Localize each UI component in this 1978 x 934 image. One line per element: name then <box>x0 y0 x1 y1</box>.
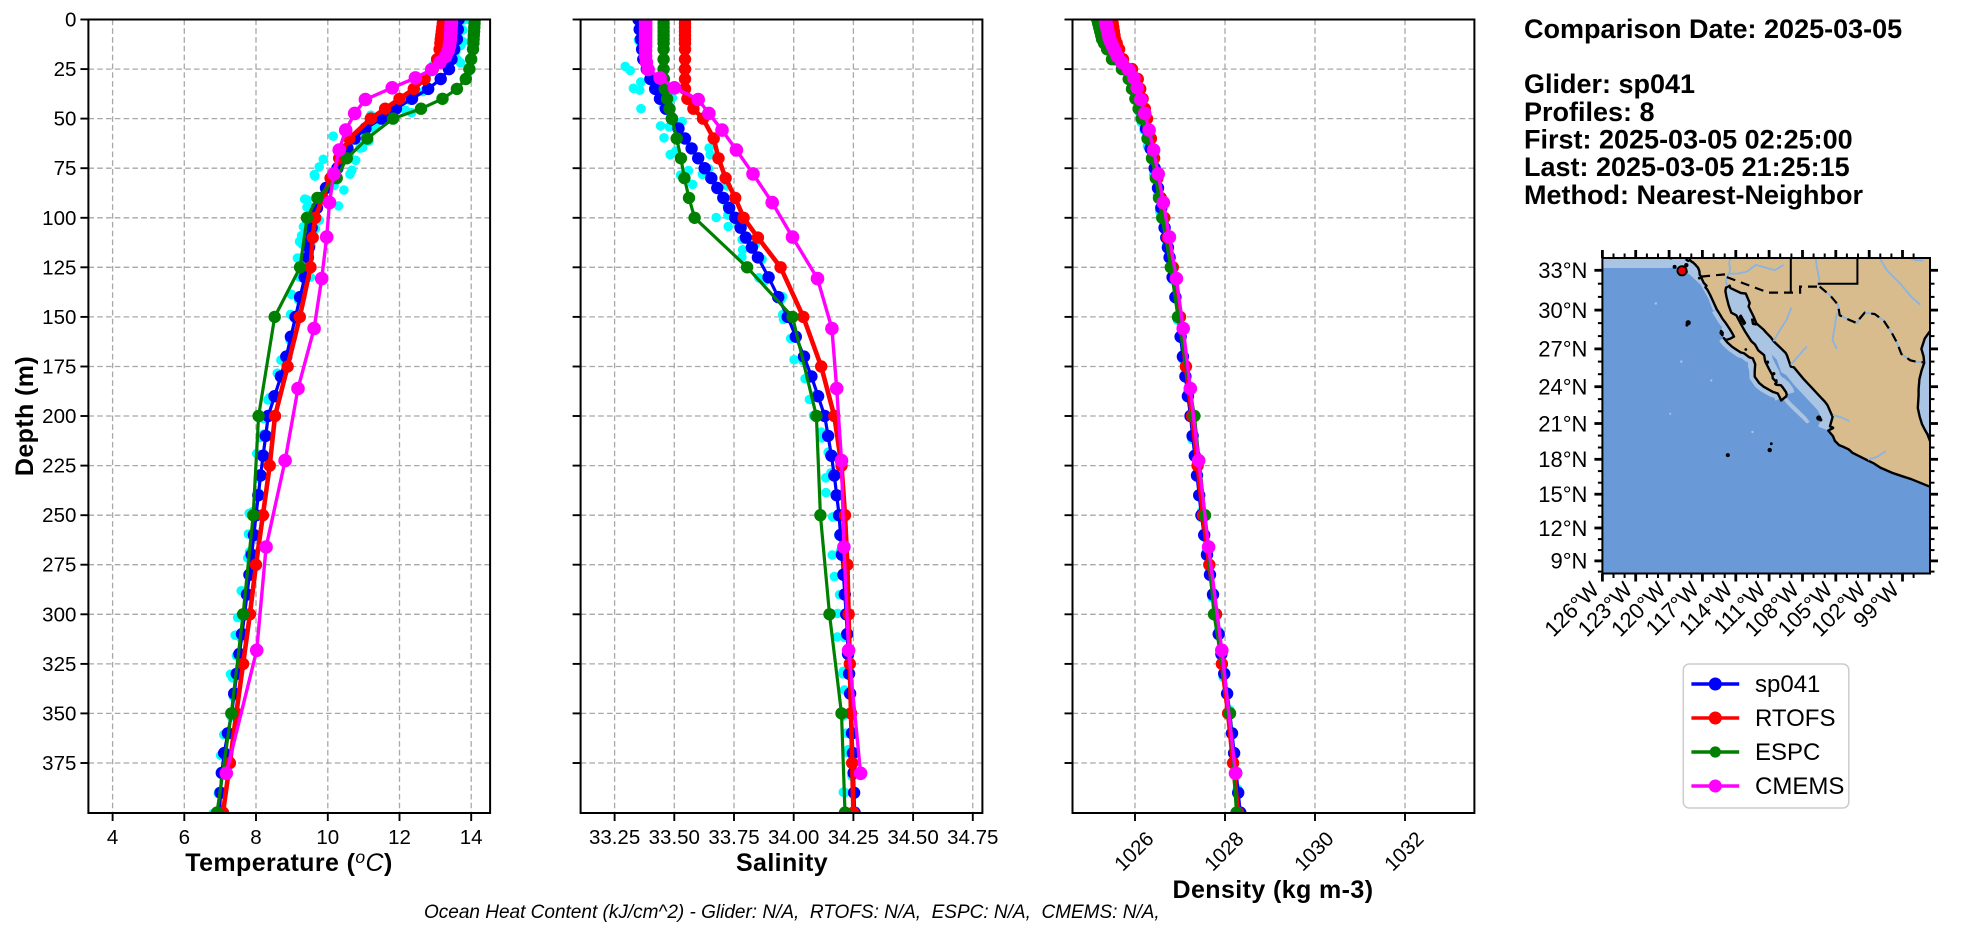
svg-text:21°N: 21°N <box>1538 411 1587 436</box>
svg-text:0: 0 <box>65 9 76 32</box>
svg-text:Last: 2025-03-05 21:25:15: Last: 2025-03-05 21:25:15 <box>1524 152 1850 182</box>
svg-text:175: 175 <box>42 356 76 379</box>
svg-text:75: 75 <box>54 157 77 180</box>
svg-text:9°N: 9°N <box>1550 549 1587 574</box>
svg-text:Profiles: 8: Profiles: 8 <box>1524 97 1655 127</box>
svg-text:34.25: 34.25 <box>828 826 879 849</box>
svg-text:33°N: 33°N <box>1538 258 1587 283</box>
svg-text:8: 8 <box>250 826 261 849</box>
svg-text:250: 250 <box>42 504 76 527</box>
svg-text:325: 325 <box>42 653 76 676</box>
svg-text:4: 4 <box>107 826 118 849</box>
svg-text:Salinity: Salinity <box>736 849 828 877</box>
svg-text:275: 275 <box>42 554 76 577</box>
svg-text:Glider: sp041: Glider: sp041 <box>1524 69 1695 99</box>
svg-text:225: 225 <box>42 455 76 478</box>
svg-text:350: 350 <box>42 702 76 725</box>
svg-text:ESPC: ESPC <box>1755 739 1820 766</box>
svg-text:33.25: 33.25 <box>589 826 640 849</box>
svg-text:100: 100 <box>42 207 76 230</box>
svg-text:150: 150 <box>42 306 76 329</box>
svg-text:27°N: 27°N <box>1538 337 1587 362</box>
svg-text:25: 25 <box>54 58 77 81</box>
svg-text:Ocean Heat Content (kJ/cm^2) -: Ocean Heat Content (kJ/cm^2) - Glider: N… <box>424 902 1160 923</box>
svg-text:Depth (m): Depth (m) <box>11 356 39 476</box>
svg-text:34.75: 34.75 <box>947 826 998 849</box>
svg-text:12: 12 <box>388 826 411 849</box>
svg-text:300: 300 <box>42 603 76 626</box>
svg-text:Temperature (oC): Temperature (oC) <box>185 847 392 877</box>
svg-text:First: 2025-03-05 02:25:00: First: 2025-03-05 02:25:00 <box>1524 125 1853 155</box>
svg-text:10: 10 <box>316 826 339 849</box>
svg-text:Density (kg m-3): Density (kg m-3) <box>1173 876 1374 904</box>
svg-text:15°N: 15°N <box>1538 482 1587 507</box>
svg-text:14: 14 <box>460 826 483 849</box>
svg-text:Comparison Date: 2025-03-05: Comparison Date: 2025-03-05 <box>1524 14 1902 44</box>
svg-text:125: 125 <box>42 256 76 279</box>
svg-text:CMEMS: CMEMS <box>1755 773 1844 800</box>
svg-text:30°N: 30°N <box>1538 298 1587 323</box>
svg-text:sp041: sp041 <box>1755 671 1820 698</box>
svg-text:24°N: 24°N <box>1538 375 1587 400</box>
svg-text:34.00: 34.00 <box>768 826 819 849</box>
svg-text:33.75: 33.75 <box>708 826 759 849</box>
svg-text:18°N: 18°N <box>1538 447 1587 472</box>
svg-text:12°N: 12°N <box>1538 516 1587 541</box>
svg-text:50: 50 <box>54 108 77 131</box>
svg-text:34.50: 34.50 <box>887 826 938 849</box>
svg-text:375: 375 <box>42 752 76 775</box>
svg-text:6: 6 <box>179 826 190 849</box>
svg-text:Method: Nearest-Neighbor: Method: Nearest-Neighbor <box>1524 180 1864 210</box>
svg-text:RTOFS: RTOFS <box>1755 705 1835 732</box>
svg-text:33.50: 33.50 <box>649 826 700 849</box>
svg-text:200: 200 <box>42 405 76 428</box>
